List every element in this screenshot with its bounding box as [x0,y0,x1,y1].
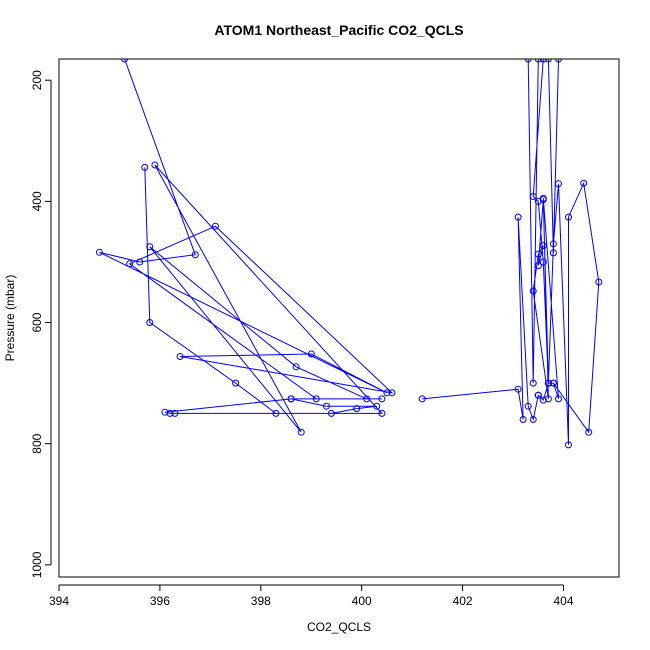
data-point [287,395,295,403]
data-point [191,251,199,259]
data-point [327,409,335,417]
x-tick-label: 398 [251,594,271,608]
data-point [539,59,547,63]
y-tick-label: 800 [30,433,44,453]
data-point [555,395,562,403]
y-axis: 200 400 600 800 1000 [30,70,52,578]
data-point [534,197,542,205]
data-point [544,379,552,387]
data-point [378,409,386,417]
data-point [322,402,330,410]
data-point [524,402,532,410]
data-point [565,213,572,221]
data-point [363,395,371,403]
data-point [312,395,320,403]
y-axis-label: Pressure (mbar) [3,275,17,362]
series-line [422,59,600,445]
data-point [176,353,184,360]
series-line [99,59,394,433]
data-point [529,379,537,387]
data-point [544,59,552,63]
data-point [519,416,527,423]
data-point [534,391,542,399]
data-point [307,350,315,358]
data-point [166,409,174,417]
data-point [211,222,219,230]
x-tick-label: 396 [150,594,170,608]
data-point [373,402,381,410]
data-point [585,428,593,436]
data-point [539,396,547,404]
data-point [171,409,179,417]
data-point [232,379,240,387]
data-point [555,59,562,63]
x-axis: 394 396 398 400 402 404 [49,584,574,608]
data-point [539,258,547,266]
data-point [141,163,149,171]
data-point [565,441,572,449]
data-point [580,179,588,187]
data-point [121,59,129,63]
x-tick-label: 404 [553,594,573,608]
data-point [595,278,603,286]
data-point [136,258,144,266]
data-point [549,249,557,257]
data-point [353,405,361,413]
data-point [534,250,542,258]
data-point [161,408,169,416]
data-point [146,319,154,326]
data-point [297,428,305,436]
x-tick-label: 402 [453,594,473,608]
data-point [292,363,300,371]
data-point [514,385,522,393]
data-point [151,161,159,169]
data-point [95,248,103,256]
chart-title: ATOM1 Northeast_Pacific CO2_QCLS [214,22,463,38]
data-point [524,59,532,63]
plot-frame [58,58,620,578]
y-tick-label: 200 [30,70,44,90]
data-point [529,416,537,423]
data-point [514,213,522,221]
data-point [388,389,396,397]
y-tick-label: 1000 [30,551,44,578]
data-point [549,240,557,248]
x-tick-label: 394 [49,594,69,608]
series-2 [418,59,603,449]
data-point [146,243,154,251]
y-tick-label: 400 [30,191,44,211]
data-point [529,193,537,200]
data-point [272,409,280,417]
data-point [378,395,386,403]
data-point [126,260,134,268]
data-point [383,389,391,397]
x-tick-label: 400 [352,594,372,608]
data-point [544,395,552,403]
data-point [534,262,542,270]
data-point [549,379,557,387]
x-axis-label: CO2_QCLS [307,620,371,634]
series-layer [95,59,603,449]
y-tick-label: 600 [30,312,44,332]
data-point [539,242,547,250]
data-point [555,180,562,188]
data-point [529,287,537,295]
series-1 [95,59,396,436]
data-point [534,59,542,63]
data-point [418,395,426,403]
